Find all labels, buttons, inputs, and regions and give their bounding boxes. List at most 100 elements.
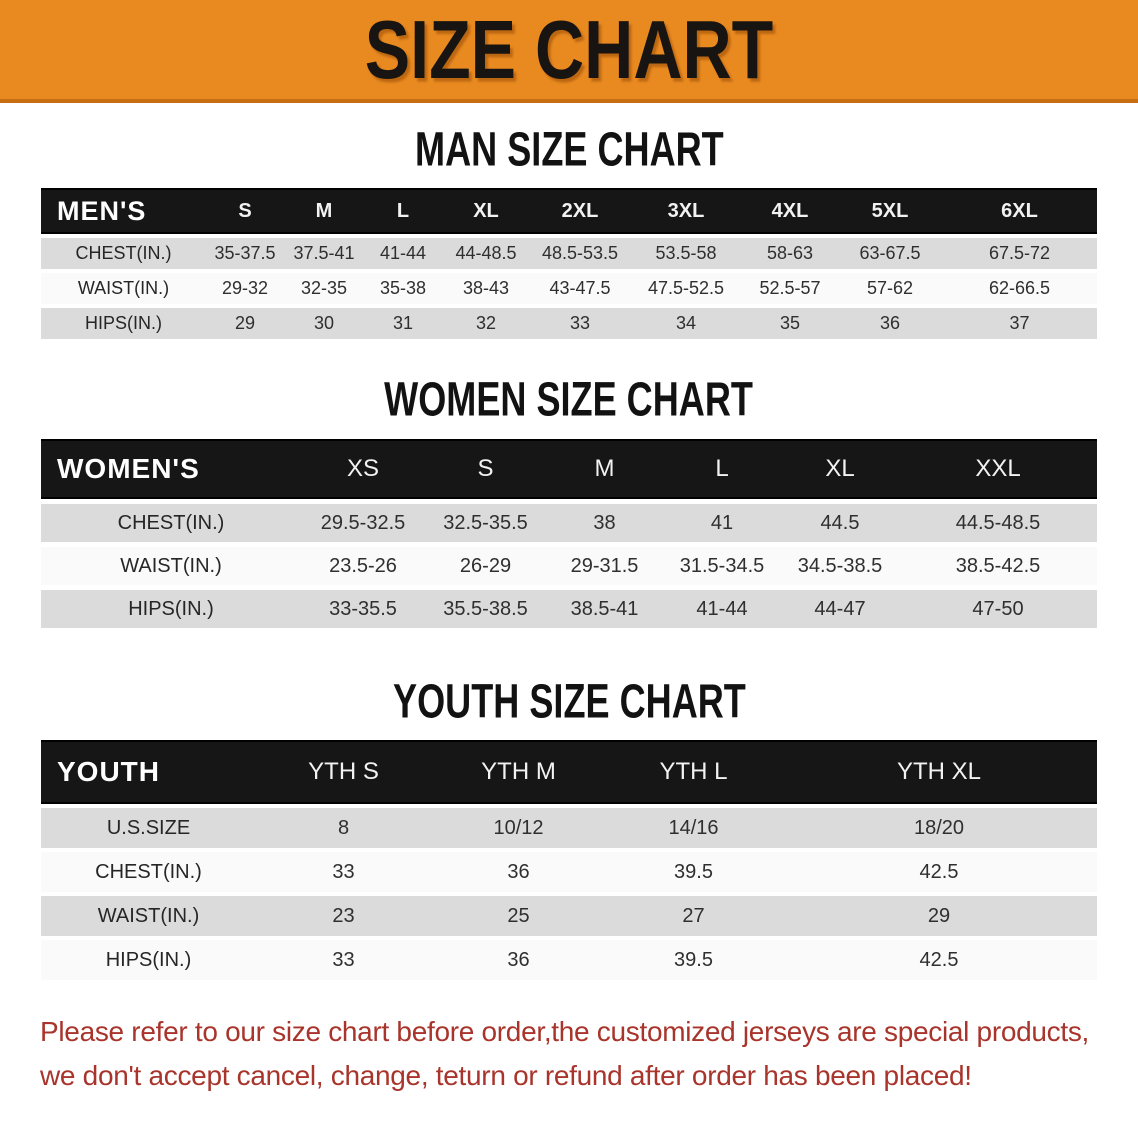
size-value-cell: 29-31.5	[546, 547, 663, 586]
row-label: WAIST(IN.)	[41, 273, 206, 305]
size-column-header: XS	[301, 439, 425, 500]
size-value-cell: 29.5-32.5	[301, 504, 425, 543]
size-column-header: S	[425, 439, 546, 500]
size-value-cell: 25	[431, 896, 606, 937]
size-column-header: 5XL	[838, 188, 942, 235]
size-column-header: 4XL	[742, 188, 838, 235]
size-value-cell: 27	[606, 896, 781, 937]
men-waist-row: WAIST(IN.) 29-32 32-35 35-38 38-43 43-47…	[41, 273, 1097, 305]
size-value-cell: 10/12	[431, 808, 606, 849]
size-column-header: 3XL	[630, 188, 742, 235]
size-value-cell: 52.5-57	[742, 273, 838, 305]
size-value-cell: 36	[431, 940, 606, 981]
youth-header-label: YOUTH	[41, 740, 256, 805]
row-label: HIPS(IN.)	[41, 308, 206, 340]
size-value-cell: 37.5-41	[284, 238, 364, 270]
size-value-cell: 43-47.5	[530, 273, 630, 305]
size-value-cell: 37	[942, 308, 1097, 340]
row-label: CHEST(IN.)	[41, 238, 206, 270]
size-value-cell: 41-44	[663, 590, 781, 629]
size-value-cell: 44.5	[781, 504, 899, 543]
youth-hips-row: HIPS(IN.) 33 36 39.5 42.5	[41, 940, 1097, 981]
size-column-header: XL	[442, 188, 530, 235]
size-value-cell: 30	[284, 308, 364, 340]
size-value-cell: 18/20	[781, 808, 1097, 849]
size-value-cell: 44-47	[781, 590, 899, 629]
row-label: HIPS(IN.)	[41, 940, 256, 981]
size-column-header: XL	[781, 439, 899, 500]
row-label: WAIST(IN.)	[41, 547, 301, 586]
size-value-cell: 67.5-72	[942, 238, 1097, 270]
size-value-cell: 35-37.5	[206, 238, 284, 270]
size-value-cell: 26-29	[425, 547, 546, 586]
size-column-header: M	[546, 439, 663, 500]
size-value-cell: 35-38	[364, 273, 442, 305]
disclaimer-text: Please refer to our size chart before or…	[40, 1010, 1110, 1097]
size-value-cell: 32	[442, 308, 530, 340]
women-section-title: WOMEN SIZE CHART	[384, 371, 754, 427]
size-value-cell: 42.5	[781, 940, 1097, 981]
women-waist-row: WAIST(IN.) 23.5-26 26-29 29-31.5 31.5-34…	[41, 547, 1097, 586]
size-value-cell: 38.5-42.5	[899, 547, 1097, 586]
size-value-cell: 38-43	[442, 273, 530, 305]
youth-header-row: YOUTH YTH S YTH M YTH L YTH XL	[41, 740, 1097, 805]
men-size-table: MEN'S S M L XL 2XL 3XL 4XL 5XL 6XL CHEST…	[41, 184, 1097, 343]
size-value-cell: 48.5-53.5	[530, 238, 630, 270]
youth-size-table: YOUTH YTH S YTH M YTH L YTH XL U.S.SIZE …	[41, 736, 1097, 984]
size-value-cell: 34.5-38.5	[781, 547, 899, 586]
size-column-header: L	[364, 188, 442, 235]
size-value-cell: 53.5-58	[630, 238, 742, 270]
size-value-cell: 57-62	[838, 273, 942, 305]
size-value-cell: 31	[364, 308, 442, 340]
size-column-header: 2XL	[530, 188, 630, 235]
size-value-cell: 62-66.5	[942, 273, 1097, 305]
size-value-cell: 31.5-34.5	[663, 547, 781, 586]
youth-chest-row: CHEST(IN.) 33 36 39.5 42.5	[41, 852, 1097, 893]
row-label: CHEST(IN.)	[41, 852, 256, 893]
row-label: CHEST(IN.)	[41, 504, 301, 543]
men-hips-row: HIPS(IN.) 29 30 31 32 33 34 35 36 37	[41, 308, 1097, 340]
size-column-header: S	[206, 188, 284, 235]
size-value-cell: 29	[206, 308, 284, 340]
size-value-cell: 35.5-38.5	[425, 590, 546, 629]
size-column-header: M	[284, 188, 364, 235]
size-value-cell: 36	[431, 852, 606, 893]
men-chest-row: CHEST(IN.) 35-37.5 37.5-41 41-44 44-48.5…	[41, 238, 1097, 270]
size-value-cell: 47.5-52.5	[630, 273, 742, 305]
row-label: HIPS(IN.)	[41, 590, 301, 629]
size-value-cell: 32-35	[284, 273, 364, 305]
size-value-cell: 39.5	[606, 940, 781, 981]
size-value-cell: 44.5-48.5	[899, 504, 1097, 543]
size-value-cell: 44-48.5	[442, 238, 530, 270]
size-value-cell: 47-50	[899, 590, 1097, 629]
women-chest-row: CHEST(IN.) 29.5-32.5 32.5-35.5 38 41 44.…	[41, 504, 1097, 543]
youth-waist-row: WAIST(IN.) 23 25 27 29	[41, 896, 1097, 937]
youth-ussize-row: U.S.SIZE 8 10/12 14/16 18/20	[41, 808, 1097, 849]
size-column-header: 6XL	[942, 188, 1097, 235]
men-header-row: MEN'S S M L XL 2XL 3XL 4XL 5XL 6XL	[41, 188, 1097, 235]
size-value-cell: 35	[742, 308, 838, 340]
size-column-header: YTH S	[256, 740, 431, 805]
row-label: WAIST(IN.)	[41, 896, 256, 937]
size-value-cell: 42.5	[781, 852, 1097, 893]
disclaimer-line-2: we don't accept cancel, change, teturn o…	[40, 1059, 972, 1091]
banner-title: SIZE CHART	[364, 3, 774, 96]
size-column-header: YTH L	[606, 740, 781, 805]
women-header-row: WOMEN'S XS S M L XL XXL	[41, 439, 1097, 500]
size-value-cell: 33	[256, 940, 431, 981]
size-value-cell: 33-35.5	[301, 590, 425, 629]
size-value-cell: 34	[630, 308, 742, 340]
women-size-table: WOMEN'S XS S M L XL XXL CHEST(IN.) 29.5-…	[41, 434, 1097, 633]
women-header-label: WOMEN'S	[41, 439, 301, 500]
youth-section-title: YOUTH SIZE CHART	[392, 673, 746, 729]
size-value-cell: 63-67.5	[838, 238, 942, 270]
size-value-cell: 36	[838, 308, 942, 340]
size-value-cell: 29	[781, 896, 1097, 937]
size-value-cell: 32.5-35.5	[425, 504, 546, 543]
size-value-cell: 41	[663, 504, 781, 543]
size-value-cell: 14/16	[606, 808, 781, 849]
size-value-cell: 23	[256, 896, 431, 937]
size-value-cell: 33	[256, 852, 431, 893]
size-column-header: YTH M	[431, 740, 606, 805]
